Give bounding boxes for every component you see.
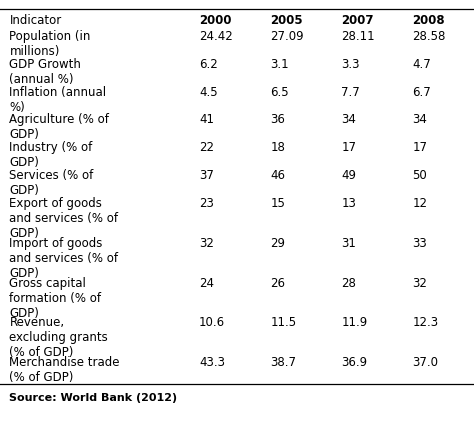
Text: 12.3: 12.3	[412, 316, 438, 329]
Text: Services (% of
GDP): Services (% of GDP)	[9, 169, 94, 197]
Text: Export of goods
and services (% of
GDP): Export of goods and services (% of GDP)	[9, 197, 119, 240]
Text: 46: 46	[270, 169, 285, 182]
Text: 36.9: 36.9	[341, 356, 367, 369]
Text: 18: 18	[270, 141, 285, 154]
Text: 7.7: 7.7	[341, 86, 360, 99]
Text: Revenue,
excluding grants
(% of GDP): Revenue, excluding grants (% of GDP)	[9, 316, 108, 359]
Text: 28.11: 28.11	[341, 30, 375, 43]
Text: 26: 26	[270, 277, 285, 290]
Text: 36: 36	[270, 113, 285, 127]
Text: 37.0: 37.0	[412, 356, 438, 369]
Text: 24: 24	[199, 277, 214, 290]
Text: Industry (% of
GDP): Industry (% of GDP)	[9, 141, 93, 169]
Text: 2000: 2000	[199, 14, 232, 27]
Text: 50: 50	[412, 169, 427, 182]
Text: 13: 13	[341, 197, 356, 210]
Text: 11.5: 11.5	[270, 316, 296, 329]
Text: 34: 34	[341, 113, 356, 127]
Text: 34: 34	[412, 113, 427, 127]
Text: 28.58: 28.58	[412, 30, 446, 43]
Text: 2005: 2005	[270, 14, 303, 27]
Text: 11.9: 11.9	[341, 316, 367, 329]
Text: Indicator: Indicator	[9, 14, 62, 27]
Text: 17: 17	[412, 141, 428, 154]
Text: 29: 29	[270, 237, 285, 250]
Text: Gross capital
formation (% of
GDP): Gross capital formation (% of GDP)	[9, 277, 101, 320]
Text: 32: 32	[412, 277, 427, 290]
Text: Merchandise trade
(% of GDP): Merchandise trade (% of GDP)	[9, 356, 120, 384]
Text: 2007: 2007	[341, 14, 374, 27]
Text: 6.2: 6.2	[199, 58, 218, 71]
Text: Source: World Bank (2012): Source: World Bank (2012)	[9, 393, 178, 403]
Text: Agriculture (% of
GDP): Agriculture (% of GDP)	[9, 113, 109, 142]
Text: 3.3: 3.3	[341, 58, 360, 71]
Text: 24.42: 24.42	[199, 30, 233, 43]
Text: 6.7: 6.7	[412, 86, 431, 99]
Text: 32: 32	[199, 237, 214, 250]
Text: 4.7: 4.7	[412, 58, 431, 71]
Text: 2008: 2008	[412, 14, 445, 27]
Text: Import of goods
and services (% of
GDP): Import of goods and services (% of GDP)	[9, 237, 119, 280]
Text: 33: 33	[412, 237, 427, 250]
Text: 37: 37	[199, 169, 214, 182]
Text: 4.5: 4.5	[199, 86, 218, 99]
Text: 28: 28	[341, 277, 356, 290]
Text: Population (in
millions): Population (in millions)	[9, 30, 91, 58]
Text: Inflation (annual
%): Inflation (annual %)	[9, 86, 107, 114]
Text: 49: 49	[341, 169, 356, 182]
Text: 38.7: 38.7	[270, 356, 296, 369]
Text: 3.1: 3.1	[270, 58, 289, 71]
Text: 15: 15	[270, 197, 285, 210]
Text: 31: 31	[341, 237, 356, 250]
Text: 17: 17	[341, 141, 356, 154]
Text: 23: 23	[199, 197, 214, 210]
Text: 10.6: 10.6	[199, 316, 225, 329]
Text: 22: 22	[199, 141, 214, 154]
Text: 12: 12	[412, 197, 428, 210]
Text: GDP Growth
(annual %): GDP Growth (annual %)	[9, 58, 82, 86]
Text: 27.09: 27.09	[270, 30, 304, 43]
Text: 43.3: 43.3	[199, 356, 225, 369]
Text: 41: 41	[199, 113, 214, 127]
Text: 6.5: 6.5	[270, 86, 289, 99]
